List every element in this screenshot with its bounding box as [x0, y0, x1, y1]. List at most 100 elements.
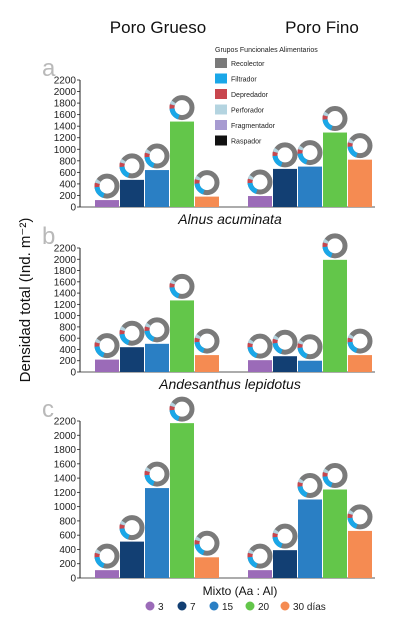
donut-depredador: [144, 461, 170, 487]
y-tick-label: 400: [59, 545, 76, 556]
donut-depredador: [94, 333, 120, 359]
composition-donut: [247, 169, 273, 195]
composition-donut: [322, 106, 348, 132]
composition-donut: [297, 140, 323, 166]
functional-groups-legend-title: Grupos Funcionales Alimentarios: [215, 47, 318, 54]
panel-letter-a: a: [42, 55, 56, 82]
bar-b-grueso-20: [170, 300, 194, 372]
legend-swatch-filtrador: [215, 73, 227, 84]
bar-c-grueso-30 días: [195, 557, 219, 578]
composition-donut: [247, 543, 273, 569]
y-tick-label: 1600: [54, 110, 77, 121]
composition-donut: [119, 320, 145, 346]
days-legend: 3 7 15 20 30 días: [145, 601, 326, 613]
donut-hole: [252, 338, 268, 354]
y-tick-label: 400: [59, 179, 76, 190]
legend-label-perforador: Perforador: [231, 108, 265, 115]
panels: a020040060080010001200140016001800200022…: [42, 55, 375, 585]
composition-donut: [194, 170, 220, 196]
y-tick-label: 400: [59, 345, 76, 356]
donut-depredador: [347, 133, 373, 159]
donut-depredador: [247, 169, 273, 195]
composition-donut: [322, 463, 348, 489]
donut-depredador: [194, 530, 220, 556]
y-tick-label: 200: [59, 559, 76, 570]
bar-c-grueso-20: [170, 423, 194, 578]
composition-donut: [272, 329, 298, 355]
bar-c-grueso-15: [145, 488, 169, 578]
donut-depredador: [169, 396, 195, 422]
column-title-coarse: Poro Grueso: [110, 18, 206, 37]
composition-donut: [94, 543, 120, 569]
donut-depredador: [272, 523, 298, 549]
y-tick-label: 1000: [54, 311, 77, 322]
donut-hole: [277, 147, 293, 163]
bar-a-grueso-20: [170, 121, 194, 207]
y-tick-label: 1800: [54, 99, 77, 110]
bar-a-grueso-7: [120, 179, 144, 207]
day-legend-marker-3: [245, 601, 255, 611]
composition-donut: [119, 515, 145, 541]
bar-b-grueso-3: [95, 359, 119, 372]
bar-a-fino-30 días: [348, 159, 372, 207]
legend-label-depredador: Depredador: [231, 92, 269, 99]
composition-donut: [272, 142, 298, 168]
legend-label-filtrador: Filtrador: [231, 77, 257, 84]
y-tick-label: 2200: [54, 244, 77, 255]
y-tick-label: 600: [59, 334, 76, 345]
y-tick-label: 1000: [54, 502, 77, 513]
composition-donut: [144, 143, 170, 169]
bar-a-fino-15: [298, 166, 322, 207]
legend-label-raspador: Raspador: [231, 139, 262, 146]
bar-b-fino-20: [323, 259, 347, 372]
donut-hole: [327, 238, 343, 254]
donut-hole: [99, 338, 115, 353]
donut-hole: [277, 335, 293, 350]
donut-depredador: [119, 153, 145, 179]
y-tick-label: 2000: [54, 87, 77, 98]
donut-depredador: [194, 328, 220, 354]
y-tick-label: 200: [59, 191, 76, 202]
y-tick-label: 800: [59, 322, 76, 333]
y-tick-label: 1600: [54, 277, 77, 288]
bar-a-fino-20: [323, 132, 347, 207]
y-tick-label: 1400: [54, 289, 77, 300]
donut-hole: [149, 322, 165, 338]
donut-hole: [99, 548, 115, 564]
bar-b-grueso-15: [145, 343, 169, 372]
bar-c-fino-3: [248, 570, 272, 578]
bar-b-grueso-30 días: [195, 355, 219, 372]
y-tick-label: 1200: [54, 133, 77, 144]
bar-c-fino-20: [323, 489, 347, 578]
donut-depredador: [119, 320, 145, 346]
composition-donut: [247, 333, 273, 359]
composition-donut: [169, 95, 195, 121]
day-legend-label-3: 20: [258, 602, 270, 613]
donut-depredador: [169, 95, 195, 121]
y-tick-label: 1600: [54, 459, 77, 470]
donut-depredador: [322, 463, 348, 489]
legend-swatch-raspador: [215, 135, 227, 146]
panel-c: c 0 200 400 600 800 1000 1200 1400 1600 1800 2000 22…: [42, 396, 375, 585]
y-tick-label: 1400: [54, 122, 77, 133]
donut-depredador: [94, 173, 120, 199]
donut-depredador: [144, 317, 170, 343]
y-tick-label: 1200: [54, 300, 77, 311]
panel-b: b 020040060080010001200140016001800200022…: [42, 223, 375, 392]
y-tick-label: 0: [70, 203, 76, 214]
composition-donut: [297, 473, 323, 498]
composition-donut: [194, 328, 220, 354]
legend-swatch-recolector: [215, 58, 227, 68]
donut-hole: [352, 509, 368, 525]
bar-a-fino-7: [273, 168, 297, 207]
donut-hole: [302, 478, 318, 493]
composition-donut: [169, 396, 195, 422]
donut-hole: [199, 175, 215, 190]
y-tick-label: 800: [59, 156, 76, 167]
day-legend-marker-1: [177, 601, 187, 611]
day-legend-marker-4: [280, 601, 290, 611]
bar-c-grueso-3: [95, 570, 119, 578]
donut-depredador: [247, 543, 273, 569]
composition-donut: [144, 317, 170, 343]
